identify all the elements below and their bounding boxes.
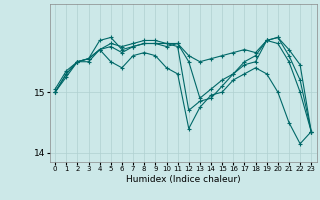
X-axis label: Humidex (Indice chaleur): Humidex (Indice chaleur) — [126, 175, 241, 184]
